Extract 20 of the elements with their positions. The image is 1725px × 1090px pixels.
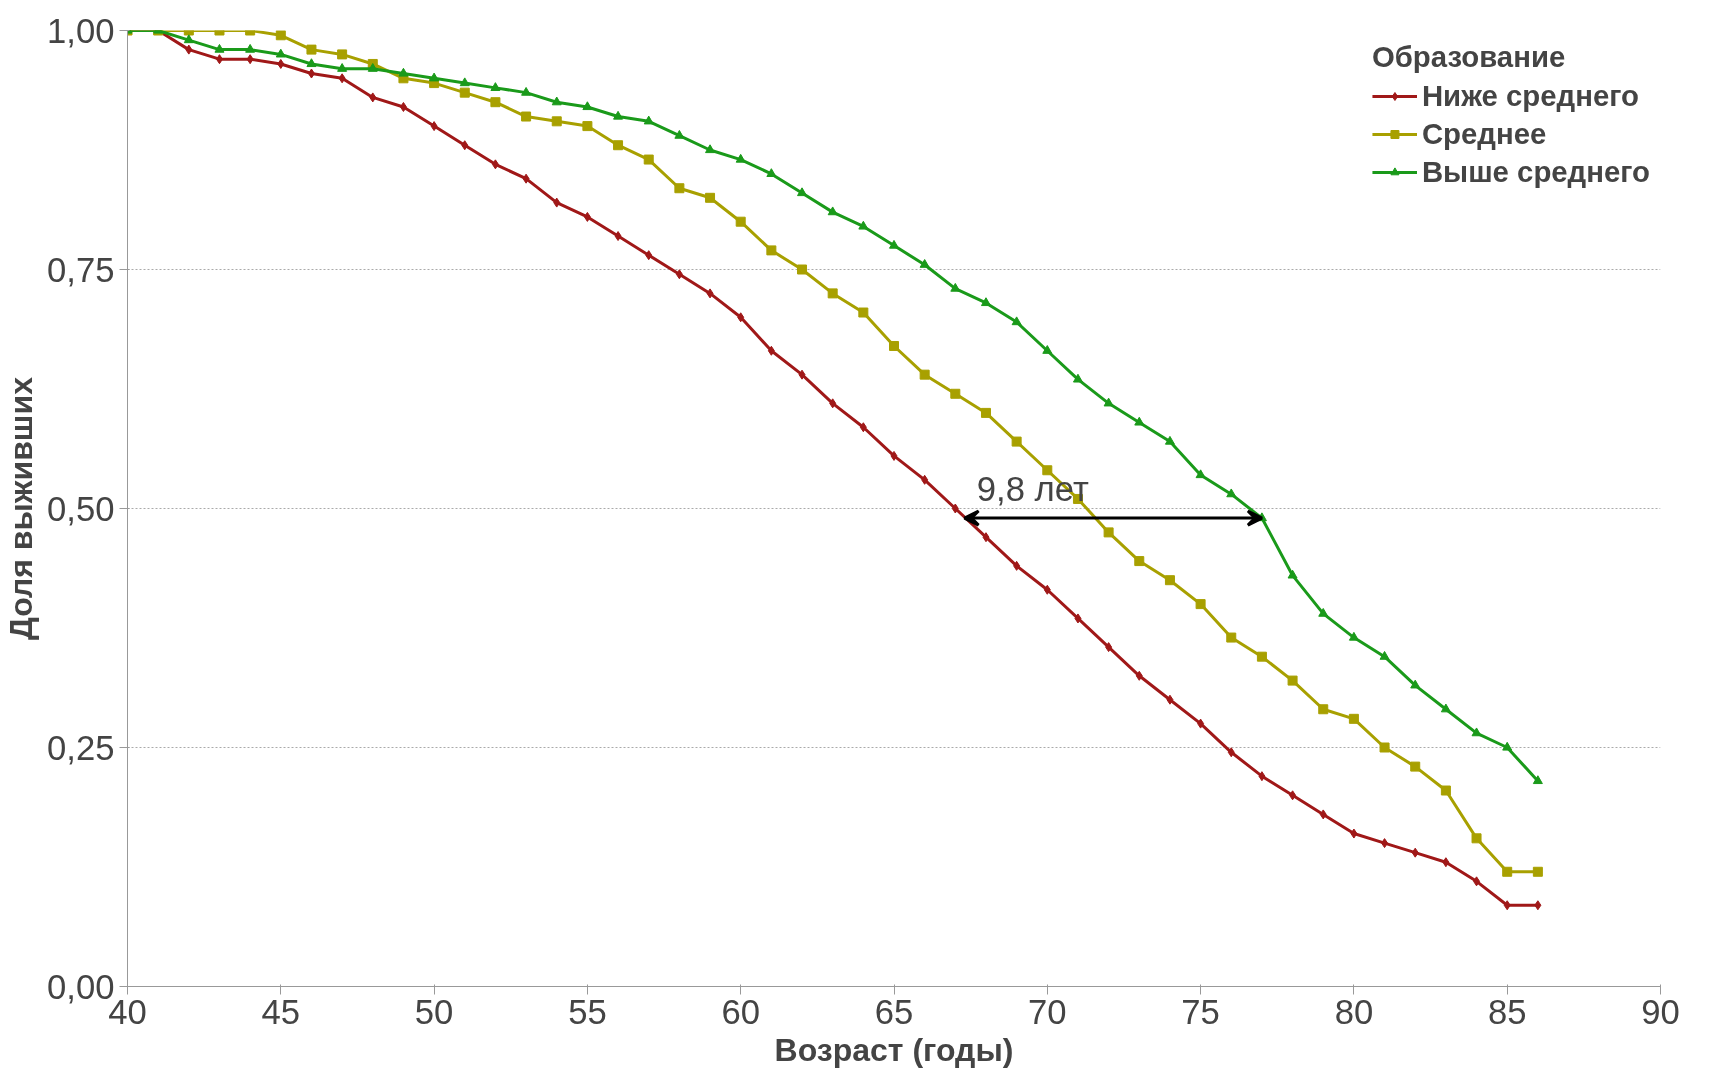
x-tick-label: 85 bbox=[1487, 992, 1527, 1031]
legend-label: Среднее bbox=[1421, 117, 1547, 151]
legend-title: Образование bbox=[1371, 40, 1567, 74]
x-tick-label: 55 bbox=[568, 992, 607, 1031]
y-axis-title: Доля выживших bbox=[3, 376, 40, 640]
x-tick-label: 50 bbox=[414, 992, 454, 1031]
legend-label: Ниже среднего bbox=[1421, 79, 1639, 113]
x-axis-title: Возраст (годы) bbox=[774, 1031, 1014, 1068]
x-tick-label: 80 bbox=[1334, 992, 1374, 1031]
y-tick-label: 0,75 bbox=[47, 250, 115, 289]
x-tick-label: 70 bbox=[1028, 992, 1067, 1031]
y-tick-label: 0,25 bbox=[47, 728, 115, 767]
legend-label: Выше среднего bbox=[1421, 155, 1650, 189]
y-tick-label: 0,50 bbox=[47, 489, 115, 528]
x-tick-label: 65 bbox=[874, 992, 914, 1031]
x-tick-label: 75 bbox=[1181, 992, 1220, 1031]
x-tick-label: 60 bbox=[721, 992, 760, 1031]
x-tick-label: 90 bbox=[1641, 992, 1680, 1031]
y-tick-label: 1,00 bbox=[47, 11, 115, 50]
x-tick-label: 45 bbox=[261, 992, 301, 1031]
